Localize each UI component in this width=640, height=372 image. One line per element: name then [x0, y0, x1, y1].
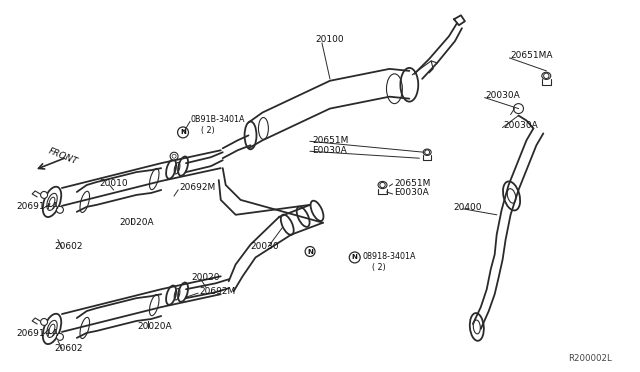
Circle shape — [543, 73, 549, 78]
Circle shape — [513, 104, 524, 113]
Text: E0030A: E0030A — [312, 146, 347, 155]
Text: 20020A: 20020A — [138, 323, 172, 331]
Circle shape — [170, 152, 178, 160]
Circle shape — [56, 206, 63, 213]
Text: 20692M: 20692M — [179, 183, 215, 192]
Text: R200002L: R200002L — [568, 354, 612, 363]
Text: ( 2): ( 2) — [201, 126, 214, 135]
Circle shape — [425, 150, 429, 155]
Text: N: N — [180, 129, 186, 135]
Text: 20010: 20010 — [100, 179, 128, 187]
Text: 20691+A: 20691+A — [16, 329, 58, 339]
Text: 20100: 20100 — [315, 35, 344, 44]
Text: 20651M: 20651M — [312, 136, 348, 145]
Text: 20691+A: 20691+A — [16, 202, 58, 211]
Text: 20400: 20400 — [453, 203, 481, 212]
Circle shape — [349, 252, 360, 263]
Text: 20020: 20020 — [191, 273, 220, 282]
Text: N: N — [307, 248, 313, 254]
Text: 08918-3401A: 08918-3401A — [363, 252, 416, 261]
Circle shape — [305, 247, 315, 256]
Circle shape — [177, 127, 189, 138]
Circle shape — [380, 182, 385, 188]
Circle shape — [56, 333, 63, 340]
Text: 20602: 20602 — [54, 242, 83, 251]
Text: 20020A: 20020A — [120, 218, 154, 227]
Text: 20651MA: 20651MA — [511, 51, 553, 61]
Text: 20030A: 20030A — [504, 121, 538, 130]
Text: E0030A: E0030A — [394, 189, 429, 198]
Text: 20602: 20602 — [54, 344, 83, 353]
Circle shape — [40, 318, 47, 326]
Text: 0B91B-3401A: 0B91B-3401A — [191, 115, 246, 124]
Text: 20651M: 20651M — [394, 179, 431, 187]
Circle shape — [40, 192, 47, 198]
Text: N: N — [352, 254, 358, 260]
Text: 20030: 20030 — [250, 242, 279, 251]
Text: ( 2): ( 2) — [372, 263, 385, 272]
Circle shape — [172, 154, 176, 158]
Text: 20692M: 20692M — [199, 287, 235, 296]
Text: FRONT: FRONT — [47, 146, 79, 166]
Text: 20030A: 20030A — [486, 91, 520, 100]
